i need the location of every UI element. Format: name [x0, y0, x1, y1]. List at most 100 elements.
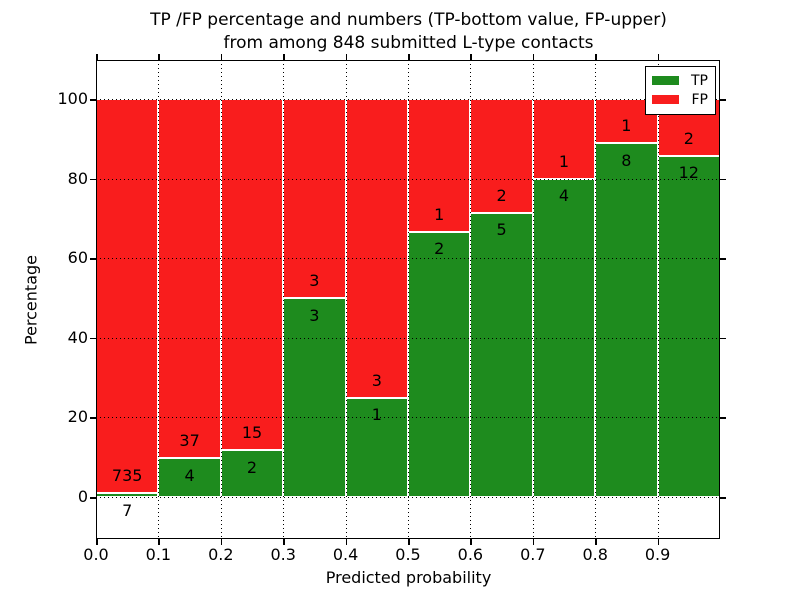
x-tick-mark [595, 54, 597, 60]
x-tick-mark [220, 539, 223, 545]
y-tick-mark [90, 178, 96, 181]
legend-row: FP [652, 90, 708, 109]
y-tick-label: 60 [67, 248, 88, 268]
tp-count-label: 4 [184, 465, 195, 485]
fp-count-label: 1 [558, 151, 570, 171]
x-tick-mark [470, 54, 472, 60]
x-tick-label: 0.0 [83, 545, 109, 564]
legend-swatch-fp [652, 95, 679, 104]
chart-title-line2: from among 848 submitted L-type contacts [223, 33, 594, 53]
bar-segment-tp [283, 298, 346, 497]
tp-count-label: 8 [621, 150, 632, 170]
bar-segment-tp [345, 397, 408, 497]
x-tick-label: 0.3 [270, 545, 296, 564]
y-tick-mark [90, 258, 96, 260]
v-gridline [158, 60, 160, 539]
x-tick-label: 0.5 [395, 545, 421, 564]
plot-border [96, 60, 720, 539]
x-tick-label: 0.1 [145, 545, 172, 564]
x-tick-mark [158, 539, 160, 545]
x-tick-mark [96, 539, 98, 545]
y-tick-mark [720, 258, 726, 260]
x-tick-mark [345, 54, 348, 60]
tp-count-label: 1 [371, 405, 382, 424]
v-gridline [595, 60, 597, 539]
x-tick-mark [657, 54, 660, 60]
fp-count-label: 37 [179, 431, 200, 451]
y-tick-label: 80 [67, 168, 88, 188]
x-tick-mark [158, 54, 160, 60]
chart-title: TP /FP percentage and numbers (TP-bottom… [96, 9, 721, 55]
fp-count-label: 1 [621, 116, 632, 136]
x-tick-mark [657, 539, 660, 545]
x-tick-mark [532, 539, 535, 545]
fp-count-label: 15 [241, 423, 263, 443]
bar-segment-tp [657, 155, 720, 497]
y-tick-mark [720, 99, 726, 101]
y-tick-label: 0 [77, 487, 88, 506]
legend-swatch-tp [652, 76, 679, 85]
legend-row: TP [652, 71, 708, 90]
y-tick-label: 40 [67, 327, 88, 347]
v-gridline [532, 60, 534, 539]
tp-count-label: 12 [678, 163, 699, 183]
tp-count-label: 4 [558, 186, 570, 206]
v-gridline [657, 60, 659, 539]
x-tick-label: 0.7 [520, 545, 546, 564]
y-tick-mark [90, 337, 96, 340]
y-tick-mark [90, 99, 96, 101]
v-gridline [470, 60, 472, 539]
v-gridline [283, 60, 285, 539]
tp-count-label: 2 [434, 239, 445, 259]
fp-count-label: 2 [683, 128, 694, 148]
v-gridline [345, 60, 347, 539]
legend-label-tp: TP [691, 72, 708, 89]
y-tick-mark [720, 337, 726, 340]
bar-segment-tp [408, 231, 471, 497]
fp-count-label: 735 [111, 466, 143, 486]
x-tick-mark [96, 54, 98, 60]
v-gridline [408, 60, 409, 539]
x-tick-label: 0.9 [644, 545, 671, 564]
x-tick-label: 0.8 [582, 545, 608, 564]
y-tick-mark [90, 417, 96, 419]
tp-count-label: 2 [246, 457, 258, 477]
legend-label-fp: FP [691, 91, 709, 108]
y-tick-label: 100 [57, 89, 88, 108]
bar-segment-fp [532, 99, 596, 179]
y-tick-mark [720, 178, 726, 181]
y-axis-label: Percentage [21, 254, 41, 346]
fp-count-label: 1 [434, 204, 445, 224]
x-tick-label: 0.6 [457, 545, 484, 564]
x-tick-mark [532, 54, 535, 60]
x-tick-mark [408, 54, 410, 60]
y-tick-mark [720, 497, 726, 499]
x-tick-mark [345, 539, 348, 545]
fp-count-label: 2 [496, 185, 507, 205]
x-tick-mark [408, 539, 410, 545]
x-tick-mark [283, 54, 285, 60]
y-tick-mark [720, 417, 726, 419]
bar-segment-tp [470, 212, 533, 497]
fp-count-label: 3 [309, 271, 320, 290]
y-tick-mark [90, 497, 96, 499]
x-tick-label: 0.2 [208, 545, 234, 564]
bar-segment-fp [283, 99, 346, 298]
x-tick-mark [283, 539, 285, 545]
tp-count-label: 3 [309, 305, 320, 325]
legend: TP FP [645, 66, 716, 115]
chart-title-line1: TP /FP percentage and numbers (TP-bottom… [150, 10, 667, 30]
v-gridline [220, 60, 222, 539]
x-tick-mark [595, 539, 597, 545]
tp-count-label: 5 [496, 220, 507, 240]
bar-segment-tp [532, 178, 596, 497]
x-tick-mark [220, 54, 223, 60]
x-axis-label: Predicted probability [325, 568, 492, 587]
tp-count-label: 7 [122, 500, 133, 520]
bar-segment-tp [158, 458, 221, 497]
x-tick-mark [470, 539, 472, 545]
x-tick-label: 0.4 [332, 545, 359, 564]
bar-segment-tp [595, 143, 658, 497]
bar-segment-fp [220, 99, 284, 451]
